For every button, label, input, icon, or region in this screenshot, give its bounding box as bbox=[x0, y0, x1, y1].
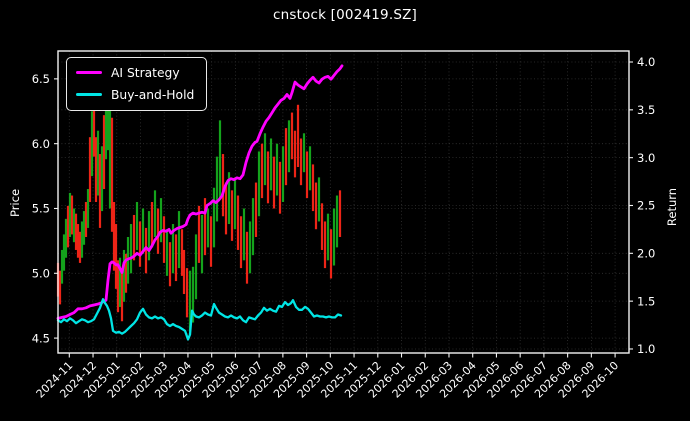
grid-layer bbox=[58, 51, 629, 353]
price-tick-label: 4.5 bbox=[32, 331, 50, 345]
tick-layer bbox=[54, 61, 633, 358]
legend-item-buy-and-hold: Buy-and-Hold bbox=[76, 85, 194, 104]
return-tick-label: 2.5 bbox=[637, 199, 655, 213]
return-tick-label: 3.0 bbox=[637, 151, 655, 165]
return-tick-label: 1.5 bbox=[637, 294, 655, 308]
return-tick-label: 3.5 bbox=[637, 103, 655, 117]
plot-border bbox=[57, 50, 630, 354]
price-tick-label: 5.5 bbox=[32, 202, 50, 216]
buy-and-hold-line-swatch bbox=[76, 92, 102, 97]
return-tick-label: 4.0 bbox=[637, 55, 655, 69]
return-tick-label: 1.0 bbox=[637, 342, 655, 356]
legend-item-ai-strategy: AI Strategy bbox=[76, 63, 194, 82]
legend-label: Buy-and-Hold bbox=[111, 87, 195, 102]
price-tick-label: 6.5 bbox=[32, 72, 50, 86]
ai-strategy-line bbox=[56, 64, 344, 320]
buy-and-hold-line bbox=[56, 298, 343, 341]
candlestick-layer bbox=[56, 94, 342, 332]
ai-strategy-line-swatch bbox=[76, 70, 102, 75]
chart-title: cnstock [002419.SZ] bbox=[272, 7, 418, 23]
price-tick-label: 5.0 bbox=[32, 266, 50, 280]
legend-label: AI Strategy bbox=[111, 65, 180, 80]
return-axis-label: Return bbox=[665, 187, 679, 227]
price-tick-label: 6.0 bbox=[32, 137, 50, 151]
return-tick-label: 2.0 bbox=[637, 247, 655, 261]
price-axis-label: Price bbox=[8, 188, 22, 218]
legend: AI Strategy Buy-and-Hold bbox=[66, 57, 208, 111]
